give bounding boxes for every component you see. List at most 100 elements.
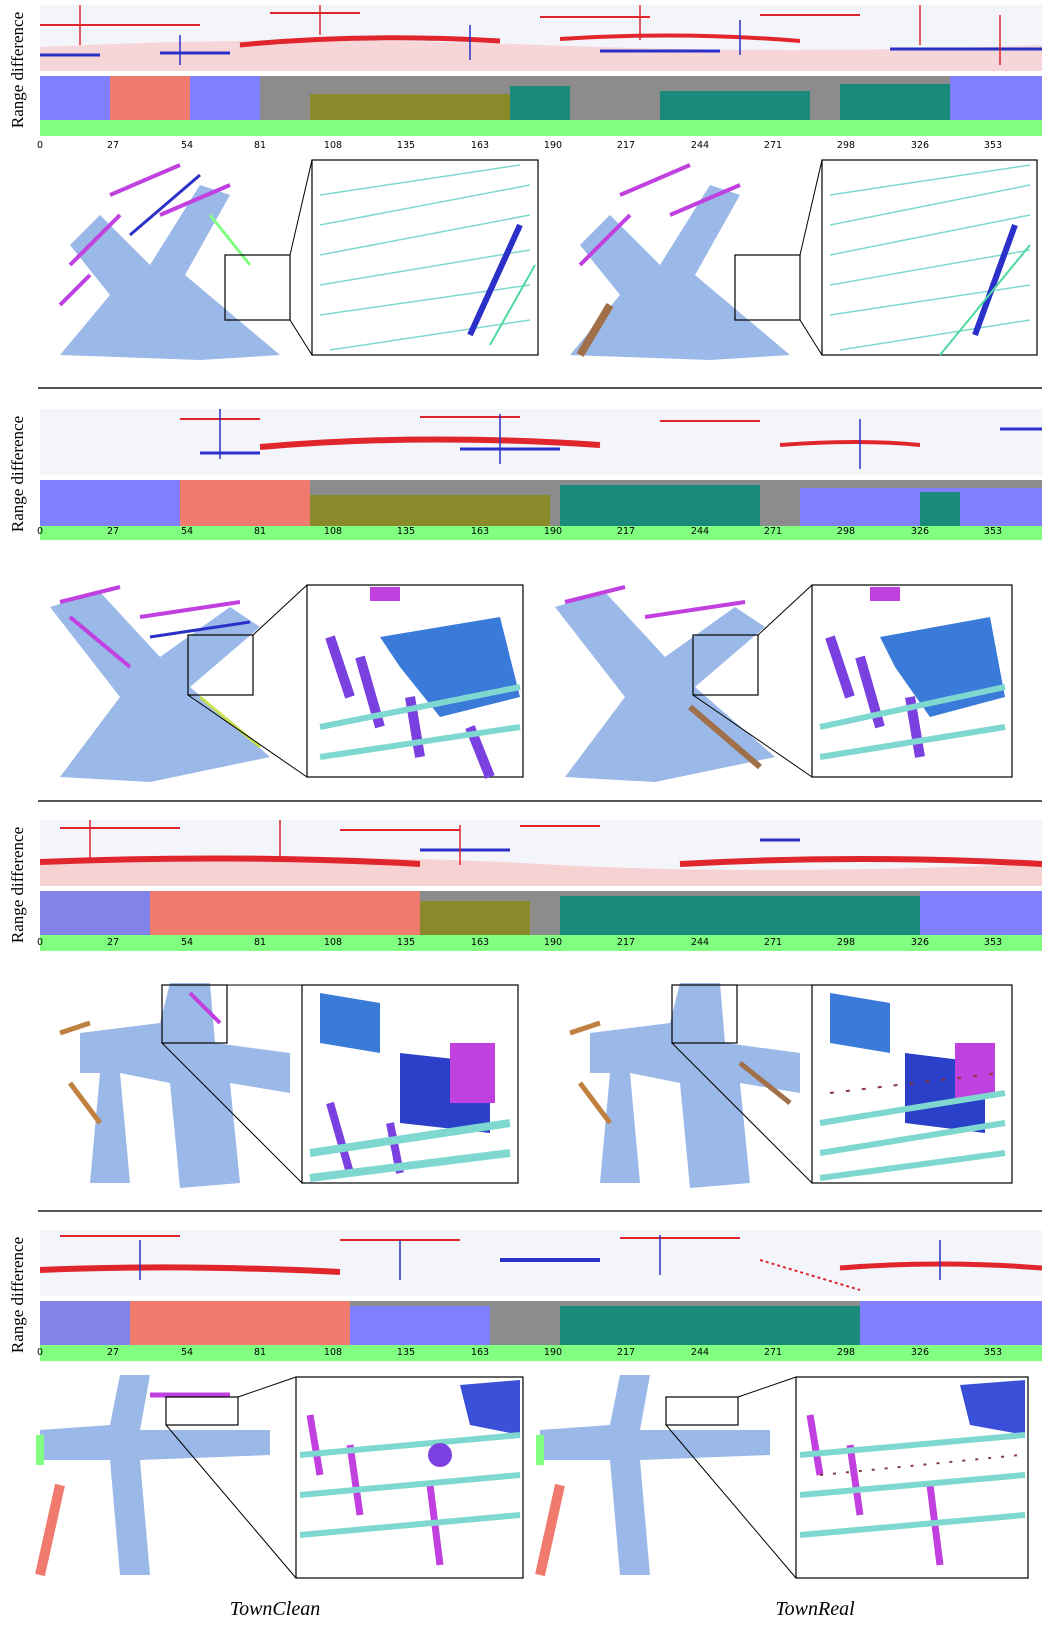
tick-label: 326 [910,937,930,948]
normal-map-strip [40,891,1042,951]
zoom-view-clean [309,993,511,1182]
tick-label: 244 [690,526,710,537]
zoom-view-clean [319,587,521,779]
row-label: Range difference [8,826,28,944]
tick-label: 54 [180,140,194,151]
normal-map-strip [40,480,1042,540]
point-cloud-views [0,577,1042,787]
tick-label: 81 [253,1347,267,1358]
tick-label: 81 [253,937,267,948]
figure-group-1: Range difference 0 27 54 [0,0,1042,365]
point-cloud-overview-real [535,1375,770,1577]
group-divider [38,1210,1042,1212]
tick-label: 0 [36,937,44,948]
tick-label: 298 [836,140,856,151]
angle-axis: 0 27 54 81 108 135 163 190 217 244 271 2… [36,140,1042,154]
tick-label: 353 [983,1347,1003,1358]
group-divider [38,800,1042,802]
zoom-view-real [819,993,1006,1181]
angle-axis: 0 27 54 81 108 135 163 190 217 244 271 2… [36,937,1042,951]
tick-label: 271 [763,937,783,948]
tick-label: 81 [253,140,267,151]
tick-label: 217 [616,1347,636,1358]
point-cloud-views [0,983,1042,1193]
tick-label: 271 [763,140,783,151]
tick-label: 0 [36,1347,44,1358]
tick-label: 135 [396,1347,416,1358]
tick-label: 353 [983,140,1003,151]
figure-group-3: Range difference 0 27 54 81 108 135 [0,815,1042,1200]
point-cloud-overview-clean [35,1375,270,1577]
range-difference-strip [40,1230,1042,1296]
tick-label: 244 [690,937,710,948]
tick-label: 190 [543,526,563,537]
tick-label: 27 [106,140,120,151]
point-cloud-views [0,1375,1042,1585]
zoom-view-real [819,587,1006,760]
point-cloud-views [0,155,1042,360]
tick-label: 298 [836,526,856,537]
tick-label: 353 [983,937,1003,948]
row-label: Range difference [8,1236,28,1354]
tick-label: 163 [470,140,490,151]
tick-label: 163 [470,937,490,948]
row-label: Range difference [8,11,28,129]
zoom-view-clean [319,164,531,351]
tick-label: 217 [616,937,636,948]
group-divider [38,387,1042,389]
tick-label: 108 [323,526,343,537]
tick-label: 54 [180,526,194,537]
angle-axis: 0 27 54 81 108 135 163 190 217 244 271 2… [36,1347,1042,1361]
tick-label: 190 [543,1347,563,1358]
tick-label: 54 [180,1347,194,1358]
tick-label: 298 [836,937,856,948]
tick-label: 326 [910,526,930,537]
tick-label: 108 [323,937,343,948]
figure-group-2: Range difference 0 27 54 81 108 135 [0,404,1042,789]
figure-group-4: Range difference 0 27 54 81 108 135 [0,1225,1042,1595]
tick-label: 27 [106,526,120,537]
range-difference-strip [40,820,1042,886]
tick-label: 326 [910,1347,930,1358]
tick-label: 54 [180,937,194,948]
tick-label: 81 [253,526,267,537]
tick-label: 0 [36,140,44,151]
angle-axis: 0 27 54 81 108 135 163 190 217 244 271 2… [36,526,1042,540]
row-label: Range difference [8,415,28,533]
point-cloud-overview-clean [59,983,290,1188]
zoom-view-clean [299,1380,521,1566]
tick-label: 27 [106,1347,120,1358]
normal-map-strip [40,76,1042,136]
tick-label: 353 [983,526,1003,537]
range-difference-strip [40,5,1042,71]
point-cloud-overview-clean [50,585,270,782]
caption-town-real: TownReal [775,1598,855,1620]
range-difference-strip [40,409,1042,475]
tick-label: 217 [616,526,636,537]
tick-label: 27 [106,937,120,948]
tick-label: 0 [36,526,44,537]
tick-label: 163 [470,526,490,537]
tick-label: 271 [763,526,783,537]
point-cloud-overview-real [555,585,775,782]
tick-label: 244 [690,1347,710,1358]
tick-label: 108 [323,1347,343,1358]
tick-label: 244 [690,140,710,151]
tick-label: 135 [396,526,416,537]
tick-label: 298 [836,1347,856,1358]
tick-label: 135 [396,937,416,948]
zoom-view-real [829,164,1031,351]
point-cloud-overview-real [569,983,800,1188]
normal-map-strip [40,1301,1042,1361]
tick-label: 135 [396,140,416,151]
tick-label: 326 [910,140,930,151]
tick-label: 190 [543,937,563,948]
tick-label: 163 [470,1347,490,1358]
tick-label: 190 [543,140,563,151]
tick-label: 217 [616,140,636,151]
tick-label: 108 [323,140,343,151]
caption-town-clean: TownClean [229,1598,321,1620]
tick-label: 271 [763,1347,783,1358]
point-cloud-overview-real [570,163,801,360]
point-cloud-overview-clean [58,163,291,360]
